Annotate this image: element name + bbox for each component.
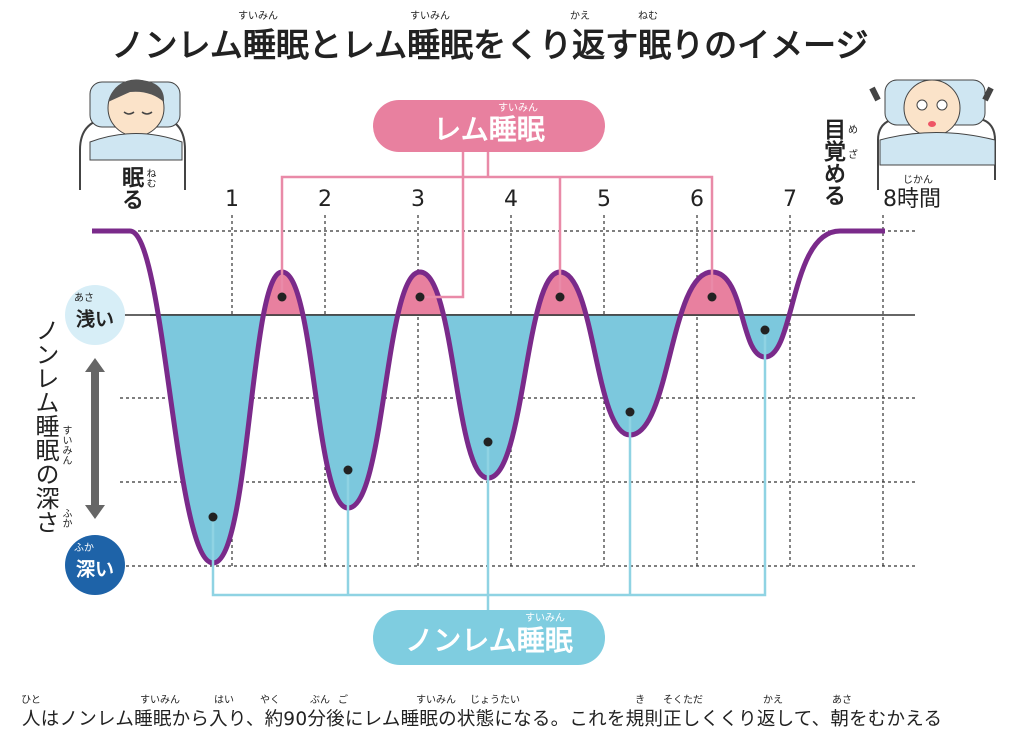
shape [625, 407, 635, 417]
shape [916, 99, 928, 111]
wake-label: 目覚める [820, 118, 846, 206]
caption-ruby: ひと すいみん はい やく ぶん ご すいみん じょうたい き そくただ かえ … [21, 693, 852, 706]
hour: 1 [225, 187, 239, 212]
shape [211, 330, 767, 612]
hour: 2 [318, 187, 332, 212]
hour: 6 [690, 187, 704, 212]
shape [343, 465, 353, 475]
ruby: ざ [848, 148, 858, 161]
caption: 人はノンレム睡眠から入り、約90分後にレム睡眠の状態になる。これを規則正しくくり… [22, 709, 942, 730]
deep: 深い [76, 559, 114, 581]
ruby: ぶん [310, 694, 330, 706]
shape [123, 111, 153, 115]
ruby: じかん [903, 174, 933, 186]
ruby: あさ [74, 292, 94, 304]
shape [415, 292, 425, 302]
shape [280, 152, 714, 299]
hour: 3 [411, 187, 425, 212]
ruby: すいみん [416, 694, 456, 706]
ruby: そくただ [663, 694, 703, 706]
rem-pill [373, 100, 605, 152]
hour: 8時間 [883, 187, 941, 212]
shape [483, 437, 493, 447]
hour: 7 [783, 187, 797, 212]
connectors [211, 152, 767, 612]
shape [277, 292, 287, 302]
shallow: 浅い [76, 308, 114, 331]
ruby: ねむ [144, 168, 156, 188]
ruby: はい [214, 694, 234, 706]
hour: 5 [597, 187, 611, 212]
ruby: ふか [74, 542, 94, 554]
ruby: すいみん [498, 102, 538, 114]
shape [936, 99, 948, 111]
sleeping-person [79, 79, 186, 190]
ruby: ひと [21, 694, 41, 706]
ruby: め [848, 124, 858, 136]
shape [89, 133, 183, 161]
deep-circle [65, 535, 125, 595]
ruby: すいみん [238, 10, 278, 22]
shape [928, 121, 936, 127]
rem-label: レム睡眠 [433, 113, 545, 146]
nonrem-label: ノンレム睡眠 [405, 624, 573, 657]
ruby: かえ [570, 10, 590, 22]
points [208, 292, 770, 522]
ruby: じょうたい [470, 694, 520, 706]
nonrem-pill [373, 610, 605, 665]
ruby: ふか [60, 508, 72, 528]
title: ノンレム睡眠とレム睡眠をくり返す眠りのイメージ [111, 26, 868, 65]
ruby: ねむ [638, 10, 658, 22]
ruby: ご [338, 693, 348, 706]
shape [707, 292, 717, 302]
depth-arrow [85, 358, 105, 519]
waking-person [869, 79, 996, 190]
ruby: やく [260, 694, 280, 706]
shape [879, 132, 996, 166]
ruby: すいみん [525, 612, 565, 624]
shape [869, 86, 994, 102]
shape [555, 292, 565, 302]
shape [208, 512, 218, 522]
depth-label: ノンレム睡眠の深さ [31, 318, 59, 534]
sleep-label: 眠る [118, 166, 143, 210]
ruby: かえ [763, 694, 783, 706]
ruby: すいみん [140, 694, 180, 706]
hour-labels: 1 2 3 4 5 6 7 8時間 じかん [225, 174, 941, 212]
shape [760, 325, 770, 335]
ruby: すいみん [60, 425, 72, 465]
hour: 4 [504, 187, 518, 212]
ruby: あさ [832, 694, 852, 706]
ruby: すいみん [410, 10, 450, 22]
shape [108, 79, 165, 102]
shape [903, 79, 961, 137]
ruby: き [635, 694, 645, 706]
shallow-circle [65, 285, 125, 345]
